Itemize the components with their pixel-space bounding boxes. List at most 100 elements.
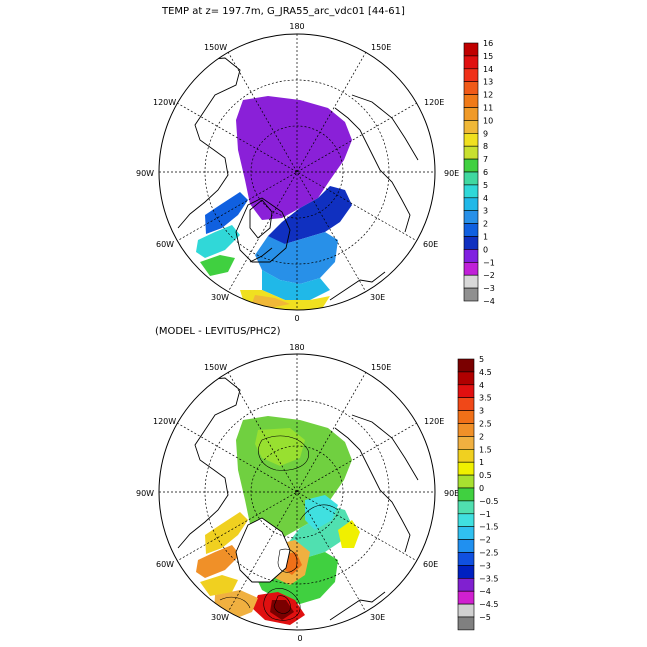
lon-label-top-120w: 120W [153,98,176,107]
title-top: TEMP at z= 197.7m, G_JRA55_arc_vdc01 [44… [161,6,405,17]
map-bottom [159,354,435,630]
colorbar-swatch [457,565,475,579]
labrador-field-bottom-3 [200,575,238,596]
labrador-field-bottom [205,512,248,554]
lon-label-bot-60w: 60W [156,560,174,569]
lon-label-bot-120w: 120W [153,417,176,426]
lon-label-top-150e: 150E [371,43,391,52]
colorbar-tick-label: 12 [483,91,493,100]
greenland-outline-bottom [235,517,291,583]
colorbar-swatch [463,210,479,224]
colorbar-tick-label: 0 [483,245,488,254]
colorbar-bottom: 5 4.5 4 3.5 3 2.5 2 1.5 1 0.5 0 −0.5 −1 −1.5 −2 −2.5 −3 −… [457,355,498,631]
colorbar-tick-label: −2 [479,536,491,545]
colorbar-swatch [463,171,479,186]
colorbar-tick-label: 3.5 [479,394,492,403]
colorbar-tick-label: 9 [483,129,488,138]
contours-bottom [219,435,339,621]
colorbar-tick-label: 8 [483,142,488,151]
colorbar-swatch [457,436,475,450]
colorbar-tick-label: −4 [483,297,495,306]
colorbar-tick-label: 6 [483,168,488,177]
colorbar-tick-label: 0 [479,484,484,493]
colorbar-tick-label: 4 [483,194,488,203]
colorbar-swatch [457,552,475,566]
lon-label-bot-90w: 90W [136,489,154,498]
colorbar-tick-label: 7 [483,155,488,164]
colorbar-tick-label: −2.5 [479,549,498,558]
colorbar-swatch [463,274,479,289]
map-frame-bottom [158,353,436,631]
colorbar-swatch [463,236,479,250]
colorbar-swatch [457,423,475,437]
colorbar-tick-label: 1 [483,233,488,242]
kara-field-bottom [338,520,360,548]
coastline-top [177,57,419,301]
colorbar-tick-label: −5 [479,613,491,622]
colorbar-tick-label: 4.5 [479,368,492,377]
colorbar-swatch [457,500,475,515]
colorbar-swatch [463,184,479,199]
colorbar-swatch [463,145,479,160]
colorbar-tick-label: 5 [479,355,484,364]
greenland-outline-top [235,197,291,263]
lon-label-top-60w: 60W [156,240,174,249]
colorbar-swatch [463,133,479,147]
colorbar-tick-label: −1 [479,510,491,519]
colorbar-tick-label: 3 [483,207,488,216]
colorbar-swatch [463,94,479,108]
arctic-basin-field-top [236,96,352,220]
colorbar-swatch [457,371,475,386]
colorbar-tick-label: −4.5 [479,600,498,609]
colorbar-tick-label: −1.5 [479,523,498,532]
colorbar-tick-label: 1.5 [479,445,492,454]
lon-label-top-150w: 150W [204,43,227,52]
colorbar-tick-label: 2 [483,220,488,229]
colorbar-swatch [457,384,475,398]
lon-label-top-90w: 90W [136,169,154,178]
lon-label-bot-150e: 150E [371,363,391,372]
colorbar-tick-label: 3 [479,407,484,416]
lon-label-top-30w: 30W [211,293,229,302]
lon-label-bot-90e: 90E [444,489,459,498]
labrador-field-top [205,192,248,234]
colorbar-tick-label: 1 [479,458,484,467]
map-frame-top [158,33,436,311]
colorbar-tick-label: −0.5 [479,497,498,506]
colorbar-swatch [463,158,479,173]
lon-label-bot-60e: 60E [423,560,438,569]
colorbar-swatch [457,448,475,463]
colorbar-swatch [457,526,475,540]
colorbar-swatch [457,513,475,527]
colorbar-swatch [463,249,479,263]
colorbar-tick-label: 11 [483,104,493,113]
colorbar-tick-label: 5 [483,181,488,190]
colorbar-swatch [457,616,475,631]
nordic-field-top [255,232,338,284]
lon-label-bot-0: 0 [297,634,302,643]
colorbar-swatch [463,55,479,70]
colorbar-swatch [463,81,479,95]
colorbar-swatch [463,42,479,57]
colorbar-tick-label: −3 [483,284,495,293]
colorbar-tick-label: −2 [483,271,495,280]
meridian-lines-top [159,34,435,310]
lon-label-top-180: 180 [289,22,304,31]
labrador-field-top-3 [200,255,235,276]
colorbar-tick-label: 15 [483,52,493,61]
colorbar-swatch [463,261,479,276]
colorbar-swatch [457,461,475,476]
lon-label-top-30e: 30E [370,293,385,302]
atlantic-core-bottom [270,600,294,620]
lon-label-bot-120e: 120E [424,417,444,426]
lon-label-top-0: 0 [294,314,299,323]
lon-label-top-60e: 60E [423,240,438,249]
colorbar-swatch [463,120,479,134]
colorbar-tick-label: 13 [483,78,493,87]
colorbar-tick-label: 4 [479,381,484,390]
colorbar-swatch [457,410,475,424]
colorbar-tick-label: −3 [479,561,491,570]
map-top [159,34,435,310]
colorbar-swatch [457,474,475,489]
